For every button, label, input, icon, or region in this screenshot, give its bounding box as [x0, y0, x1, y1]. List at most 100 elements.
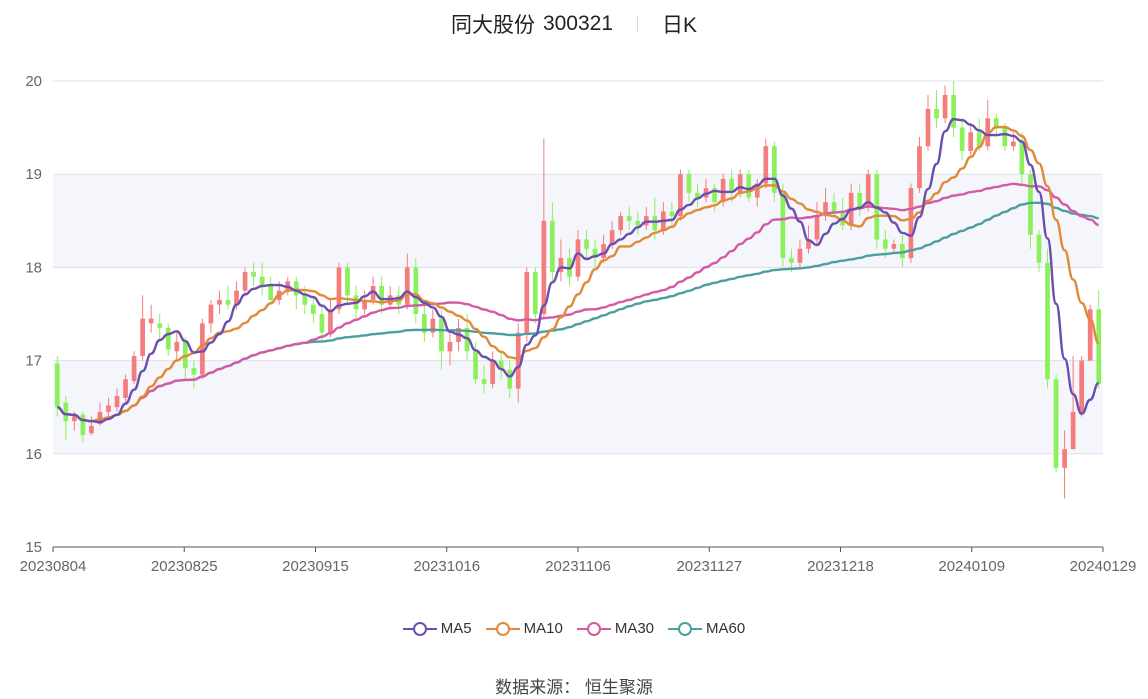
candle-up: [1011, 141, 1016, 147]
legend-label-ma5: MA5: [440, 620, 472, 637]
y-tick-label: 17: [25, 353, 42, 370]
candle-down: [712, 188, 717, 203]
candle-up: [89, 425, 94, 434]
candle-up: [148, 318, 154, 324]
candle-up: [558, 258, 564, 273]
candle-up: [917, 146, 922, 189]
period-label: 日K: [662, 14, 698, 37]
ma30-legend-icon: [576, 621, 611, 636]
candle-up: [174, 341, 180, 352]
candle-down: [993, 118, 999, 128]
candle-down: [165, 327, 171, 350]
candle-down: [439, 318, 444, 352]
candle-up: [618, 216, 624, 231]
candle-down: [293, 281, 299, 296]
candle-up: [968, 132, 974, 151]
candle-down: [686, 174, 692, 193]
legend-label-ma30: MA30: [614, 620, 655, 637]
candle-down: [831, 202, 837, 212]
candle-down: [882, 239, 888, 249]
x-tick-label: 20231106: [545, 558, 611, 575]
candle-down: [934, 108, 939, 119]
candle-up: [131, 355, 137, 382]
candle-down: [592, 248, 598, 259]
candle-up: [823, 202, 828, 217]
candle-up: [891, 244, 897, 249]
candle-down: [635, 220, 641, 226]
y-tick-label: 20: [25, 73, 42, 90]
candlestick-chart[interactable]: 15 16 17 18 19 20 20230804 20230825 20230915 2023…: [0, 0, 1148, 610]
legend: MA5 MA10 MA30 MA60: [0, 620, 1148, 637]
title-separator: [637, 16, 639, 32]
candle-up: [1070, 411, 1076, 450]
stock-code: 300321: [542, 12, 614, 35]
ma10-legend-icon: [485, 621, 520, 636]
candle-down: [959, 127, 965, 151]
candle-up: [524, 272, 530, 333]
candle-down: [951, 94, 956, 128]
candle-down: [729, 178, 735, 193]
candle-down: [1053, 379, 1059, 468]
candle-up: [140, 318, 145, 356]
candle-down: [54, 363, 60, 408]
legend-item-ma10[interactable]: MA10: [485, 620, 563, 637]
candle-up: [806, 239, 811, 249]
candle-up: [609, 230, 615, 245]
candle-down: [857, 192, 863, 207]
candle-down: [80, 414, 86, 436]
stock-name: 同大股份: [450, 14, 535, 37]
candle-down: [379, 286, 385, 305]
y-tick-label: 19: [25, 166, 42, 183]
candle-up: [814, 216, 820, 240]
candle-up: [720, 178, 726, 203]
candle-up: [908, 188, 914, 259]
candle-down: [1028, 174, 1033, 235]
candle-down: [413, 267, 419, 314]
candle-up: [601, 244, 606, 259]
candle-down: [532, 272, 538, 314]
candle-down: [63, 402, 69, 422]
candle-down: [319, 314, 325, 333]
candle-up: [336, 267, 342, 310]
candle-up: [763, 146, 769, 184]
candle-up: [754, 183, 760, 198]
candle-up: [200, 323, 205, 375]
candle-down: [746, 174, 752, 198]
candle-down: [498, 360, 504, 370]
candle-up: [1062, 449, 1067, 468]
candle-up: [447, 341, 453, 352]
candle-up: [234, 290, 239, 305]
candle-down: [1019, 141, 1025, 175]
candle-up: [328, 309, 333, 333]
candle-down: [1036, 234, 1042, 263]
candle-down: [157, 323, 163, 328]
candle-up: [208, 304, 214, 324]
candle-down: [626, 216, 632, 221]
candle-up: [106, 405, 111, 412]
candle-down: [302, 295, 308, 305]
y-tick-label: 16: [25, 446, 42, 463]
candle-down: [771, 146, 777, 193]
y-tick-label: 18: [25, 259, 42, 276]
candle-up: [362, 300, 367, 310]
x-tick-label: 20240129: [1070, 558, 1137, 575]
ma5-legend-icon: [402, 621, 437, 636]
candle-up: [404, 267, 410, 305]
candle-up: [97, 411, 103, 424]
candle-up: [541, 220, 547, 314]
legend-item-ma30[interactable]: MA30: [576, 620, 655, 637]
candle-down: [473, 351, 478, 380]
legend-item-ma5[interactable]: MA5: [402, 620, 472, 637]
candle-down: [345, 267, 350, 296]
candle-down: [225, 300, 231, 305]
legend-item-ma60[interactable]: MA60: [668, 620, 745, 637]
candle-down: [421, 314, 427, 333]
candle-up: [490, 360, 495, 384]
candle-up: [217, 300, 222, 305]
candle-down: [251, 272, 256, 277]
candle-down: [976, 132, 982, 147]
candle-down: [507, 369, 513, 389]
ma60-legend-icon: [668, 621, 703, 636]
candle-up: [430, 318, 436, 333]
candle-down: [652, 216, 658, 231]
